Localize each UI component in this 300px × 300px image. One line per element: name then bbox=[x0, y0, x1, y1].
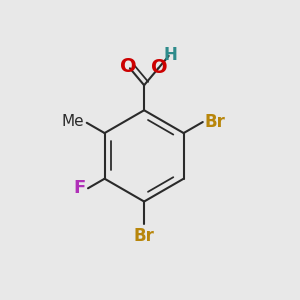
Text: H: H bbox=[163, 46, 177, 64]
Text: Br: Br bbox=[134, 226, 154, 244]
Text: O: O bbox=[151, 58, 167, 77]
Text: F: F bbox=[74, 179, 86, 197]
Text: Br: Br bbox=[204, 113, 225, 131]
Text: O: O bbox=[120, 57, 137, 76]
Text: Me: Me bbox=[61, 114, 84, 129]
